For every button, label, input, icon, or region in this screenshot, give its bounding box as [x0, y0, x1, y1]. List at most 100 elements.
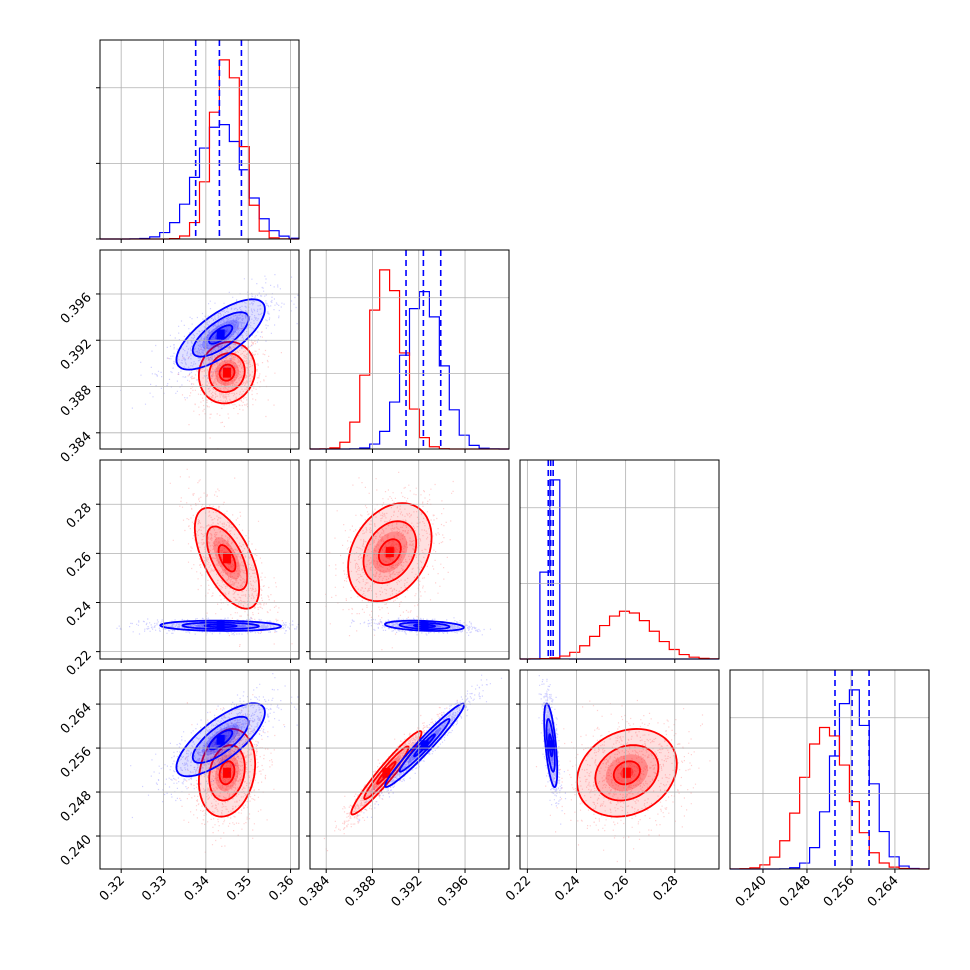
- red-contour: [197, 727, 257, 818]
- joint-2-3-frame: [519, 669, 720, 870]
- x-tick-label: 0.34: [182, 873, 213, 904]
- blue-peak: [420, 620, 429, 631]
- red-contour: [218, 760, 236, 786]
- red-contour: [193, 507, 261, 610]
- x-tick-label: 0.35: [224, 873, 255, 904]
- red-peak: [223, 367, 232, 378]
- histogram-2-frame: [519, 459, 720, 660]
- blue-contour: [203, 623, 238, 629]
- blue-contour: [398, 621, 451, 630]
- joint-content: [130, 673, 299, 853]
- blue-contour: [181, 621, 260, 630]
- joint-0-3-frame: [99, 669, 300, 870]
- x-tick-label: 0.32: [97, 873, 128, 904]
- red-scatter: [535, 699, 711, 863]
- blue-peak: [216, 620, 225, 631]
- blue-contour: [208, 324, 234, 345]
- blue-contour: [413, 623, 437, 629]
- joint-content: [325, 471, 492, 651]
- red-contour: [208, 744, 246, 802]
- histogram-1-frame: [309, 249, 510, 450]
- red-contour: [362, 520, 418, 585]
- histogram-red-1: [309, 269, 509, 450]
- y-tick-label: 0.388: [58, 383, 95, 420]
- blue-peak: [420, 740, 429, 751]
- x-tick-label: 0.26: [601, 873, 632, 904]
- y-tick-label: 0.248: [58, 788, 95, 825]
- y-tick-label: 0.24: [64, 599, 95, 630]
- blue-contour: [191, 715, 250, 764]
- red-peak: [223, 553, 232, 564]
- histogram-3-frame: [729, 669, 930, 870]
- red-contour: [205, 525, 249, 591]
- blue-contour: [413, 733, 436, 758]
- y-tick-label: 0.392: [58, 336, 95, 373]
- blue-contour: [191, 311, 250, 358]
- joint-panel-1-3: [323, 674, 503, 852]
- joint-content: [323, 674, 503, 852]
- x-tick-label: 0.392: [389, 873, 426, 910]
- y-tick-label: 0.22: [64, 648, 95, 679]
- histogram-panel-1: [309, 250, 510, 450]
- x-tick-label: 0.22: [503, 873, 534, 904]
- x-tick-label: 0.396: [435, 873, 472, 910]
- red-contour: [612, 760, 641, 786]
- joint-panel-0-2: [116, 468, 299, 647]
- blue-contour: [543, 702, 559, 789]
- x-tick-label: 0.240: [733, 873, 770, 910]
- red-scatter: [169, 468, 293, 647]
- y-tick-label: 0.384: [58, 429, 95, 466]
- histogram-red-3: [729, 726, 930, 870]
- blue-contour: [175, 298, 266, 371]
- blue-scatter: [130, 673, 299, 819]
- histogram-panel-0: [99, 40, 300, 240]
- joint-content: [116, 468, 299, 647]
- red-contour: [218, 363, 236, 382]
- x-tick-label: 0.36: [266, 873, 297, 904]
- joint-panel-2-3: [535, 675, 711, 863]
- joint-content: [120, 274, 299, 449]
- red-contour: [377, 538, 402, 566]
- blue-peak: [546, 740, 555, 751]
- x-tick-label: 0.256: [821, 873, 858, 910]
- x-tick-label: 0.264: [865, 873, 902, 910]
- y-tick-label: 0.264: [58, 700, 95, 737]
- blue-contour: [545, 718, 556, 773]
- y-tick-label: 0.26: [64, 550, 95, 581]
- y-tick-label: 0.396: [58, 290, 95, 327]
- blue-contour: [384, 702, 466, 788]
- red-peak: [223, 767, 232, 778]
- histogram-blue-2: [520, 479, 719, 660]
- red-peak: [385, 547, 394, 558]
- red-peak: [382, 767, 391, 778]
- histogram-panel-2: [519, 460, 720, 660]
- x-tick-label: 0.248: [777, 873, 814, 910]
- histogram-red-2: [519, 610, 720, 660]
- blue-contour: [398, 718, 451, 773]
- x-tick-label: 0.33: [139, 873, 170, 904]
- y-tick-label: 0.28: [64, 500, 95, 531]
- joint-0-2-frame: [99, 459, 300, 660]
- red-contour: [208, 352, 246, 394]
- red-peak: [622, 767, 631, 778]
- histogram-panel-3: [729, 670, 930, 870]
- blue-peak: [216, 734, 225, 745]
- joint-1-3-frame: [309, 669, 510, 870]
- blue-contour: [208, 729, 234, 751]
- blue-contour: [159, 619, 283, 632]
- x-tick-label: 0.384: [296, 873, 333, 910]
- joint-panel-0-1: [120, 274, 299, 449]
- y-tick-label: 0.256: [58, 744, 95, 781]
- joint-1-2-frame: [309, 459, 510, 660]
- joint-panel-0-3: [130, 673, 299, 853]
- x-tick-label: 0.388: [342, 873, 379, 910]
- x-tick-label: 0.28: [651, 873, 682, 904]
- blue-contour: [175, 702, 266, 778]
- joint-0-1-frame: [99, 249, 300, 450]
- blue-contour: [384, 619, 466, 632]
- red-contour: [376, 760, 397, 785]
- y-tick-label: 0.240: [58, 832, 95, 869]
- histogram-blue-3: [730, 689, 930, 870]
- x-tick-label: 0.24: [552, 873, 583, 904]
